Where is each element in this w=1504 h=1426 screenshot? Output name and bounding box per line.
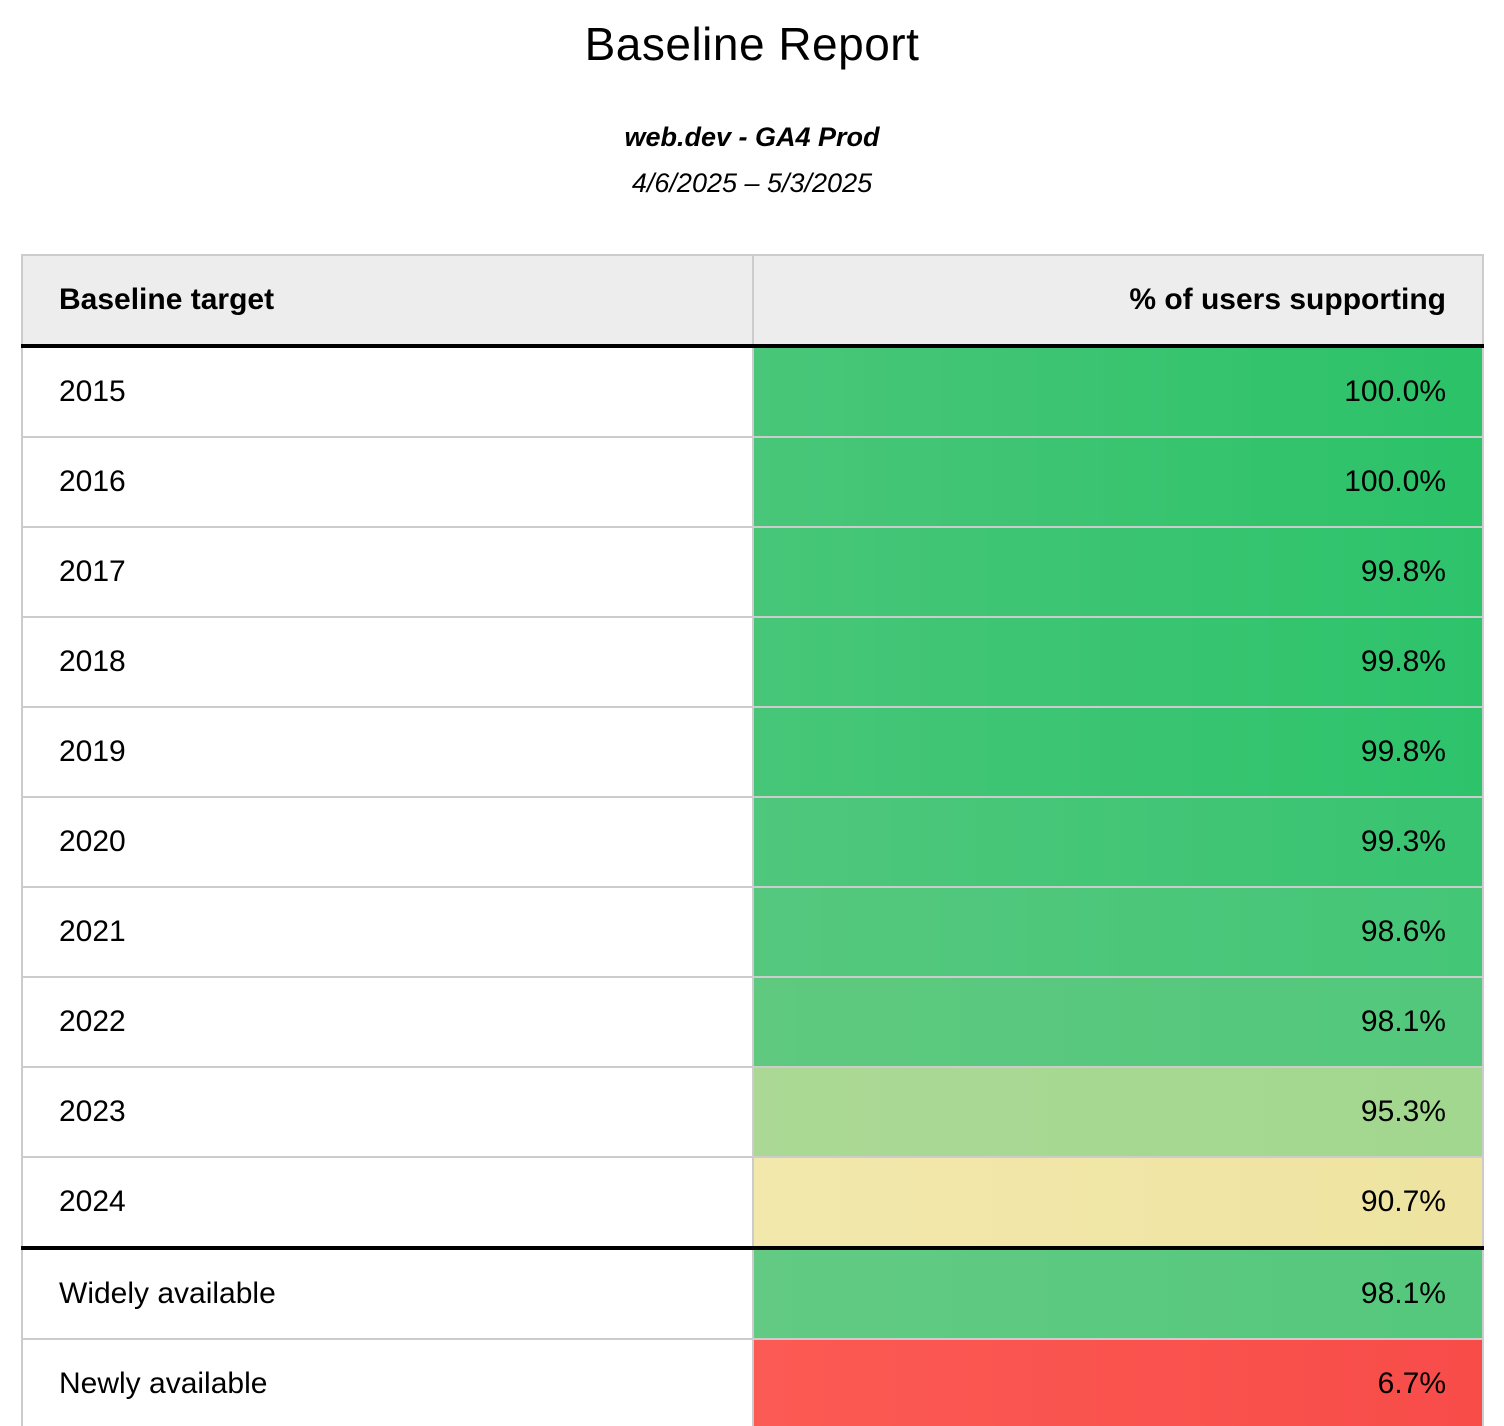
table-row: 2023 95.3% — [22, 1067, 1483, 1158]
support-percentage-cell: 99.3% — [752, 797, 1483, 888]
baseline-target-cell: 2019 — [22, 707, 754, 798]
report-date-range: 4/6/2025 – 5/3/2025 — [631, 168, 873, 198]
table-row: 2024 90.7% — [22, 1157, 1483, 1249]
table-row: 2018 99.8% — [22, 617, 1483, 708]
table-row: 2021 98.6% — [22, 887, 1483, 978]
baseline-target-cell: 2024 — [22, 1157, 754, 1249]
table-row: 2017 99.8% — [22, 527, 1483, 618]
baseline-table: Baseline target % of users supporting 20… — [21, 254, 1484, 1426]
support-percentage-cell: 95.3% — [752, 1067, 1483, 1158]
table-row: 2016 100.0% — [22, 437, 1483, 528]
table-row: 2015 100.0% — [22, 346, 1483, 438]
baseline-target-cell: 2020 — [22, 797, 754, 888]
col-header-baseline-target: Baseline target — [22, 255, 754, 348]
support-percentage-cell: 100.0% — [752, 437, 1483, 528]
table-row: Newly available 6.7% — [22, 1339, 1483, 1426]
support-percentage-cell: 6.7% — [752, 1339, 1483, 1426]
baseline-target-cell: Widely available — [22, 1246, 754, 1340]
support-percentage-cell: 98.1% — [752, 1246, 1483, 1340]
table-row: 2022 98.1% — [22, 977, 1483, 1068]
support-percentage-cell: 98.1% — [752, 977, 1483, 1068]
table-header-row: Baseline target % of users supporting — [22, 255, 1483, 348]
support-percentage-cell: 90.7% — [752, 1157, 1483, 1249]
support-percentage-cell: 100.0% — [752, 346, 1483, 438]
support-percentage-cell: 98.6% — [752, 887, 1483, 978]
page-title: Baseline Report — [584, 18, 920, 70]
baseline-target-cell: 2017 — [22, 527, 754, 618]
table-row: 2019 99.8% — [22, 707, 1483, 798]
baseline-target-cell: 2016 — [22, 437, 754, 528]
table-container: Baseline target % of users supporting 20… — [0, 200, 1504, 1426]
table-row: Widely available 98.1% — [22, 1246, 1483, 1340]
support-percentage-cell: 99.8% — [752, 527, 1483, 618]
support-percentage-cell: 99.8% — [752, 707, 1483, 798]
report-subtitle: web.dev - GA4 Prod — [624, 122, 880, 152]
baseline-target-cell: 2018 — [22, 617, 754, 708]
baseline-target-cell: 2015 — [22, 346, 754, 438]
baseline-target-cell: 2021 — [22, 887, 754, 978]
baseline-target-cell: Newly available — [22, 1339, 754, 1426]
baseline-target-cell: 2023 — [22, 1067, 754, 1158]
support-percentage-cell: 99.8% — [752, 617, 1483, 708]
table-body: 2015 100.0% 2016 100.0% 2017 99.8% 2018 99.8% 20… — [22, 346, 1483, 1426]
baseline-target-cell: 2022 — [22, 977, 754, 1068]
table-row: 2020 99.3% — [22, 797, 1483, 888]
col-header-users-supporting: % of users supporting — [752, 255, 1483, 348]
